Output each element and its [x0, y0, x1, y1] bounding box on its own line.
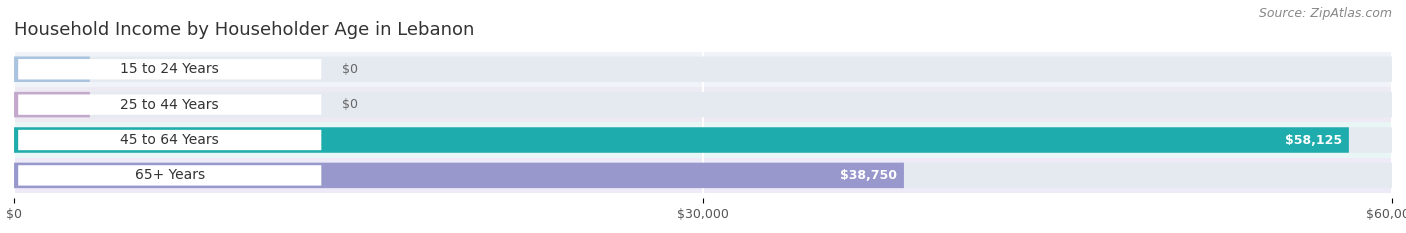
Text: 15 to 24 Years: 15 to 24 Years [121, 62, 219, 76]
FancyBboxPatch shape [18, 165, 322, 186]
FancyBboxPatch shape [18, 59, 322, 79]
FancyBboxPatch shape [14, 158, 1392, 193]
FancyBboxPatch shape [14, 57, 1392, 82]
Text: $58,125: $58,125 [1285, 134, 1341, 147]
Text: Source: ZipAtlas.com: Source: ZipAtlas.com [1258, 7, 1392, 20]
FancyBboxPatch shape [14, 122, 1392, 158]
Text: 65+ Years: 65+ Years [135, 168, 205, 182]
FancyBboxPatch shape [14, 87, 1392, 122]
FancyBboxPatch shape [14, 163, 904, 188]
Text: $0: $0 [342, 63, 359, 76]
Text: $38,750: $38,750 [839, 169, 897, 182]
FancyBboxPatch shape [18, 130, 322, 150]
Text: Household Income by Householder Age in Lebanon: Household Income by Householder Age in L… [14, 21, 474, 39]
Text: 25 to 44 Years: 25 to 44 Years [121, 98, 219, 112]
FancyBboxPatch shape [14, 51, 1392, 87]
FancyBboxPatch shape [14, 92, 90, 117]
FancyBboxPatch shape [14, 163, 1392, 188]
FancyBboxPatch shape [14, 127, 1348, 153]
FancyBboxPatch shape [14, 127, 1392, 153]
FancyBboxPatch shape [14, 92, 1392, 117]
FancyBboxPatch shape [18, 94, 322, 115]
Text: 45 to 64 Years: 45 to 64 Years [121, 133, 219, 147]
Text: $0: $0 [342, 98, 359, 111]
FancyBboxPatch shape [14, 57, 90, 82]
